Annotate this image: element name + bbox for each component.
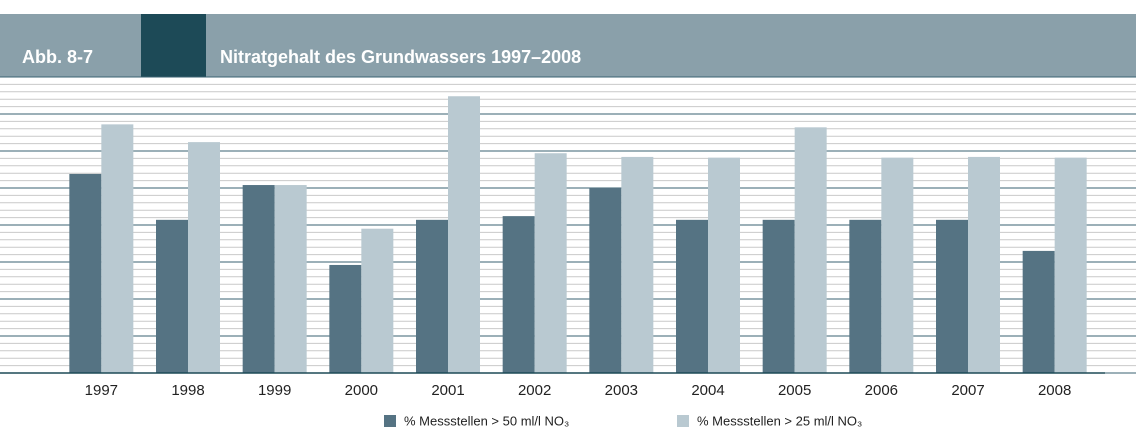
- x-tick-label: 2000: [345, 382, 378, 399]
- legend-swatch: [384, 415, 396, 427]
- bar: [708, 157, 740, 373]
- x-tick-label: 2001: [431, 382, 464, 399]
- x-tick-label: 1997: [85, 382, 118, 399]
- bar: [534, 153, 567, 373]
- x-tick-label: 2005: [778, 382, 811, 399]
- legend-label: % Messstellen > 25 ml/l NO₃: [697, 413, 862, 428]
- x-tick-label: 2007: [951, 382, 984, 399]
- bar: [849, 219, 882, 373]
- bar: [361, 228, 394, 373]
- bar: [188, 142, 220, 373]
- bar: [1022, 250, 1055, 373]
- bar: [329, 264, 362, 373]
- header-block: [141, 14, 206, 77]
- x-tick-label: 2008: [1038, 382, 1071, 399]
- bar: [1054, 157, 1087, 373]
- bar: [621, 156, 654, 373]
- bar: [762, 219, 795, 373]
- x-tick-label: 1998: [171, 382, 204, 399]
- bar: [274, 185, 307, 373]
- figure-label: Abb. 8-7: [22, 47, 93, 67]
- bar: [502, 216, 535, 373]
- x-tick-label: 2003: [605, 382, 638, 399]
- bar: [416, 219, 448, 373]
- legend-swatch: [677, 415, 689, 427]
- bar: [881, 157, 914, 373]
- x-tick-label: 2006: [865, 382, 898, 399]
- bar: [676, 219, 708, 373]
- x-tick-label: 1999: [258, 382, 291, 399]
- bar: [242, 185, 275, 373]
- bar: [448, 96, 480, 374]
- x-tick-label: 2004: [691, 382, 724, 399]
- bar: [936, 219, 968, 373]
- bar: [794, 127, 827, 373]
- legend-label: % Messstellen > 50 ml/l NO₃: [404, 413, 569, 428]
- bar: [968, 156, 1000, 373]
- bar: [69, 173, 102, 373]
- bar: [589, 188, 622, 373]
- x-tick-label: 2002: [518, 382, 551, 399]
- chart-title: Nitratgehalt des Grundwassers 1997–2008: [220, 47, 581, 67]
- bar: [101, 124, 134, 373]
- bar: [156, 219, 188, 373]
